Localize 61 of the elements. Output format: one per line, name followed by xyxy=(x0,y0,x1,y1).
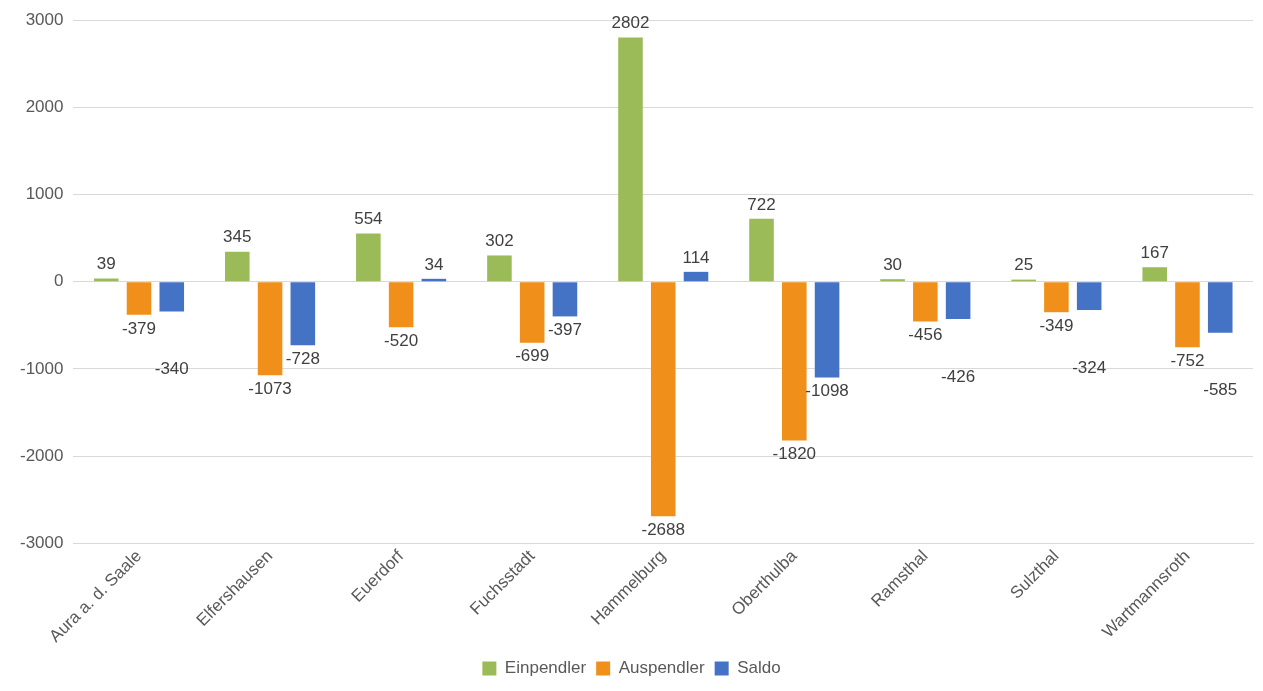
y-tick-label: 3000 xyxy=(25,9,64,29)
legend-label: Einpendler xyxy=(504,658,587,678)
data-label: 114 xyxy=(682,247,710,267)
data-label: -426 xyxy=(941,366,976,386)
y-tick-label: -1000 xyxy=(20,358,64,378)
legend-label: Saldo xyxy=(737,658,781,678)
data-label: 25 xyxy=(1014,255,1034,275)
bar xyxy=(388,282,414,328)
bar xyxy=(93,278,119,282)
bar xyxy=(225,251,250,282)
bar xyxy=(782,282,807,441)
bar xyxy=(356,233,381,282)
bar xyxy=(945,282,971,319)
bar xyxy=(650,282,676,517)
bar xyxy=(880,279,905,282)
data-label: -340 xyxy=(154,359,189,379)
data-label: -520 xyxy=(384,330,419,350)
data-label: 34 xyxy=(424,254,444,274)
bar xyxy=(552,282,578,317)
data-label: -397 xyxy=(547,320,582,340)
bar xyxy=(519,282,545,343)
bar xyxy=(618,37,643,282)
data-label: 30 xyxy=(883,254,903,274)
bar xyxy=(749,218,774,282)
bar xyxy=(683,271,709,282)
y-tick-label: -2000 xyxy=(20,445,64,465)
bar xyxy=(1142,267,1167,282)
bar xyxy=(487,255,512,282)
data-label: 554 xyxy=(354,209,383,229)
data-label: 167 xyxy=(1140,242,1169,262)
y-tick-label: 2000 xyxy=(25,97,64,117)
data-label: -2688 xyxy=(641,519,685,539)
bar xyxy=(1175,282,1200,348)
bar xyxy=(1044,282,1069,313)
y-tick-label: -3000 xyxy=(20,533,64,553)
bar xyxy=(1207,282,1233,333)
data-label: -728 xyxy=(285,348,320,368)
bar xyxy=(159,282,185,312)
data-label: 722 xyxy=(747,194,776,214)
legend-label: Auspendler xyxy=(618,658,705,678)
bar xyxy=(814,282,840,378)
data-label: 39 xyxy=(96,254,116,274)
bar xyxy=(913,282,938,322)
data-label: -379 xyxy=(121,318,157,338)
data-label: -456 xyxy=(908,325,943,345)
y-tick-label: 0 xyxy=(54,271,64,291)
bar xyxy=(290,282,316,346)
data-label: -752 xyxy=(1170,351,1205,371)
data-label: 302 xyxy=(485,231,514,251)
data-label: -1820 xyxy=(772,444,817,464)
data-label: -585 xyxy=(1203,380,1238,400)
bar xyxy=(126,282,152,315)
bar xyxy=(1076,282,1102,311)
bar xyxy=(257,282,283,376)
data-label: -699 xyxy=(515,346,550,366)
y-tick-label: 1000 xyxy=(25,184,64,204)
data-label: -1073 xyxy=(248,379,292,399)
data-label: -349 xyxy=(1039,315,1074,335)
data-label: 345 xyxy=(223,227,252,247)
data-label: 2802 xyxy=(611,13,650,33)
data-label: -324 xyxy=(1072,357,1107,377)
